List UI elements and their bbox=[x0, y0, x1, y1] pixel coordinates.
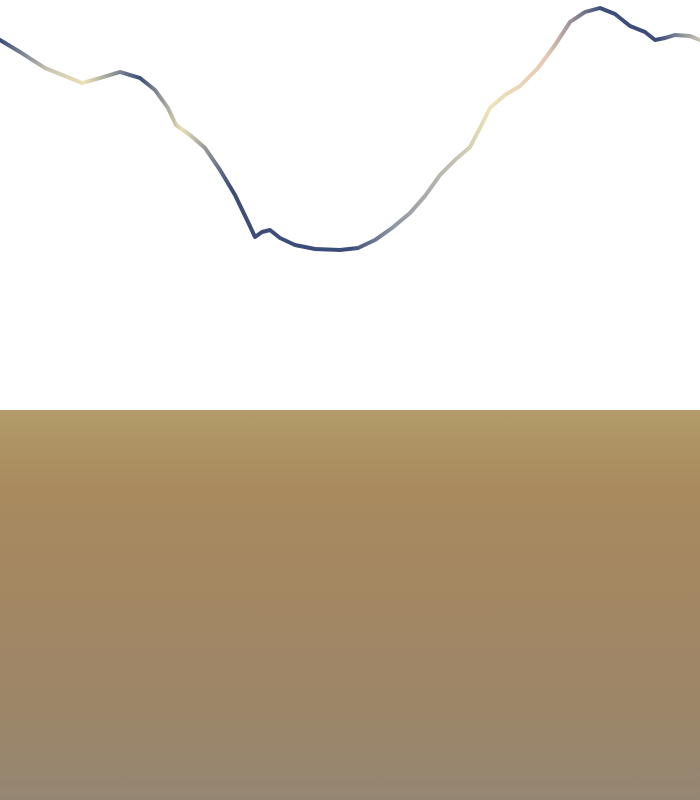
ground-plane bbox=[0, 410, 700, 800]
mountain-ridge-line bbox=[0, 6, 700, 252]
sky bbox=[0, 0, 700, 410]
ridge-path bbox=[0, 6, 700, 252]
